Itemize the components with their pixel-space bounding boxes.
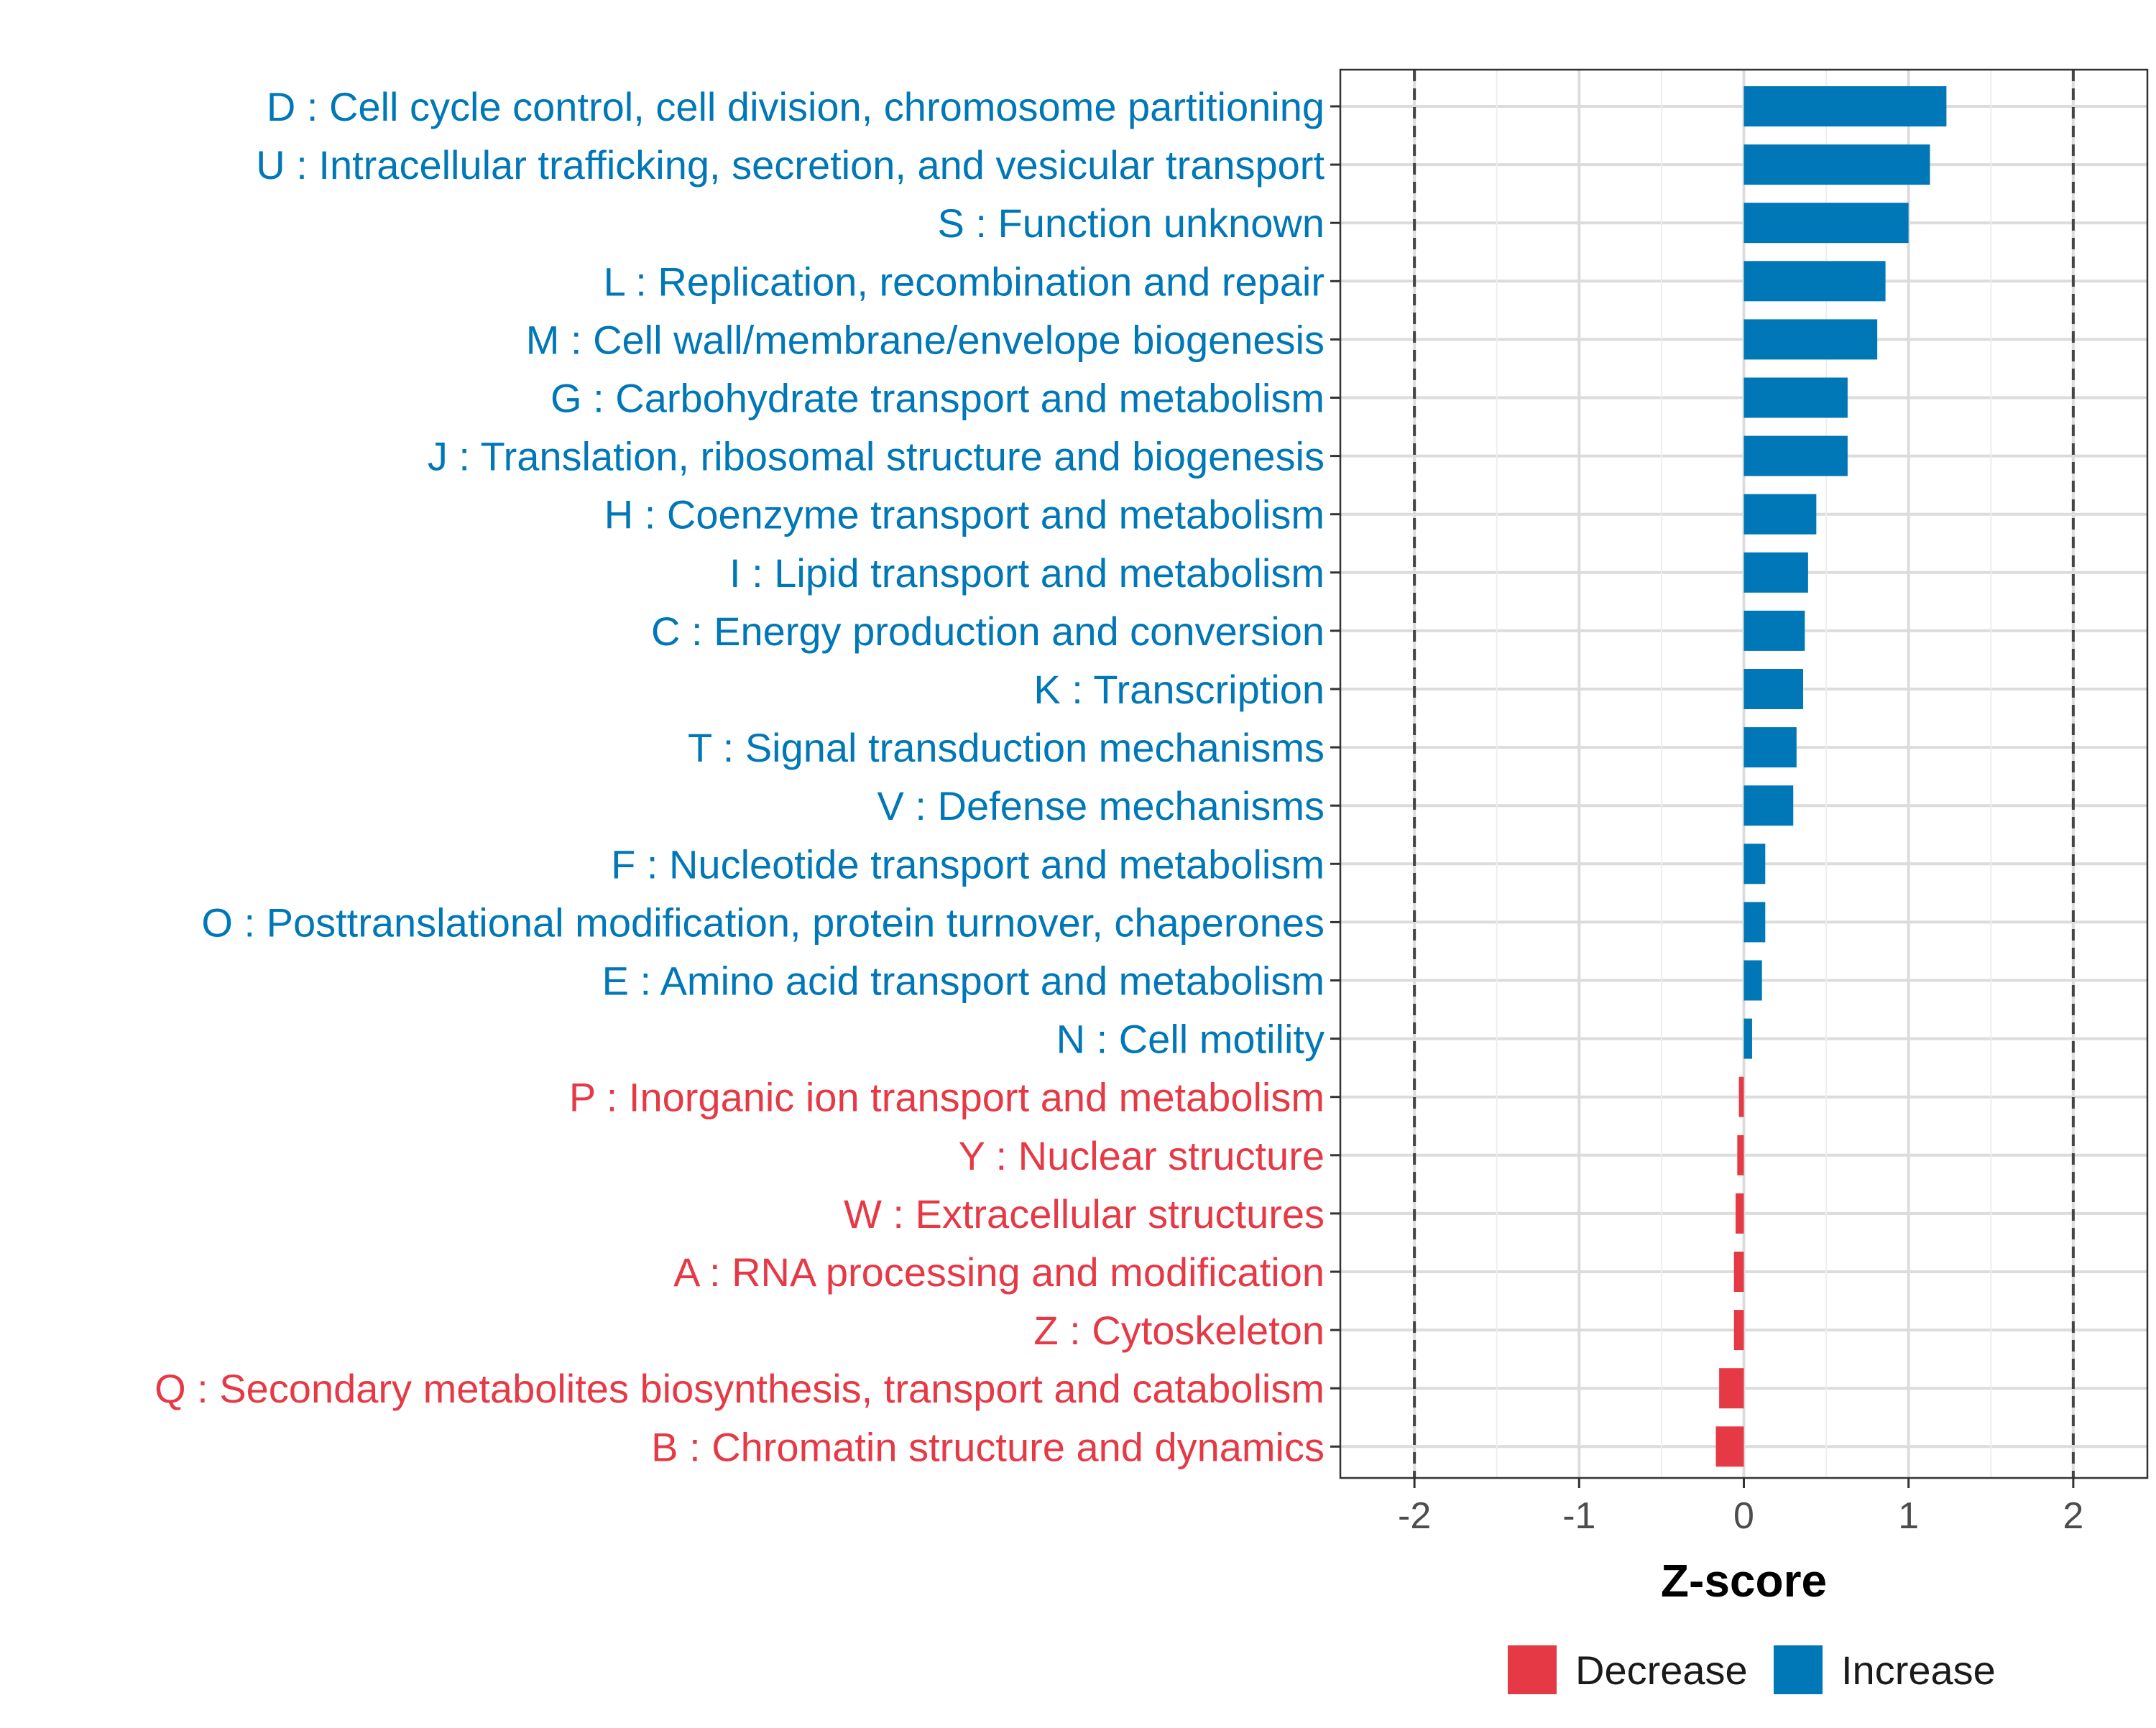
bar-decrease bbox=[1738, 1076, 1744, 1117]
reference-lines bbox=[1413, 70, 2075, 1478]
category-label: Y : Nuclear structure bbox=[959, 1133, 1325, 1178]
category-label: A : RNA processing and modification bbox=[673, 1249, 1325, 1295]
category-label: H : Coenzyme transport and metabolism bbox=[604, 492, 1325, 537]
bar-increase bbox=[1743, 494, 1817, 535]
category-label: O : Posttranslational modification, prot… bbox=[201, 900, 1325, 945]
bar-increase bbox=[1743, 86, 1947, 126]
category-label: K : Transcription bbox=[1033, 667, 1325, 712]
bar-increase bbox=[1743, 377, 1848, 418]
category-label: L : Replication, recombination and repai… bbox=[604, 259, 1325, 304]
legend-label: Decrease bbox=[1575, 1648, 1748, 1693]
category-label: S : Function unknown bbox=[937, 200, 1325, 246]
legend-key-decrease bbox=[1508, 1645, 1557, 1694]
bar-increase bbox=[1743, 902, 1766, 943]
bars bbox=[1715, 86, 1947, 1467]
bar-decrease bbox=[1733, 1310, 1744, 1351]
x-axis-ticks: -2 -1 0 1 2 bbox=[1398, 1478, 2083, 1537]
category-label: Q : Secondary metabolites biosynthesis, … bbox=[155, 1366, 1325, 1411]
category-label: B : Chromatin structure and dynamics bbox=[651, 1424, 1325, 1469]
y-axis-ticks bbox=[1330, 105, 1340, 1448]
x-tick-label: 1 bbox=[1898, 1495, 1919, 1537]
category-label: Z : Cytoskeleton bbox=[1033, 1308, 1325, 1353]
x-tick-label: 2 bbox=[2063, 1495, 2083, 1537]
bar-increase bbox=[1743, 727, 1797, 768]
legend-label: Increase bbox=[1841, 1648, 1996, 1693]
bar-increase bbox=[1743, 1018, 1752, 1059]
category-label: G : Carbohydrate transport and metabolis… bbox=[550, 376, 1325, 421]
bar-decrease bbox=[1719, 1368, 1744, 1409]
category-label: E : Amino acid transport and metabolism bbox=[602, 958, 1325, 1004]
bar-decrease bbox=[1715, 1426, 1744, 1467]
category-label: C : Energy production and conversion bbox=[651, 609, 1325, 654]
category-label: F : Nucleotide transport and metabolism bbox=[611, 841, 1325, 887]
category-label: V : Defense mechanisms bbox=[877, 783, 1325, 828]
bar-decrease bbox=[1733, 1252, 1744, 1292]
category-label: P : Inorganic ion transport and metaboli… bbox=[569, 1075, 1325, 1120]
x-tick-label: 0 bbox=[1733, 1495, 1754, 1537]
bar-increase bbox=[1743, 435, 1848, 476]
category-label: N : Cell motility bbox=[1056, 1017, 1325, 1062]
bar-increase bbox=[1743, 261, 1886, 302]
x-tick-label: -1 bbox=[1562, 1495, 1595, 1537]
legend-key-increase bbox=[1774, 1645, 1823, 1694]
category-label: W : Extracellular structures bbox=[844, 1191, 1325, 1237]
bar-increase bbox=[1743, 844, 1766, 884]
bar-increase bbox=[1743, 319, 1878, 360]
bar-increase bbox=[1743, 785, 1794, 826]
category-label: J : Translation, ribosomal structure and… bbox=[428, 434, 1325, 479]
legend: Decrease Increase bbox=[1508, 1645, 1996, 1694]
bar-increase bbox=[1743, 960, 1762, 1001]
bar-increase bbox=[1743, 610, 1805, 651]
bar-decrease bbox=[1736, 1193, 1744, 1234]
bar-increase bbox=[1743, 669, 1804, 709]
bar-decrease bbox=[1737, 1135, 1744, 1175]
category-label: D : Cell cycle control, cell division, c… bbox=[267, 84, 1325, 129]
bar-increase bbox=[1743, 203, 1909, 244]
bar-increase bbox=[1743, 552, 1808, 593]
category-label: M : Cell wall/membrane/envelope biogenes… bbox=[526, 317, 1325, 362]
category-label: U : Intracellular trafficking, secretion… bbox=[256, 142, 1325, 188]
x-tick-label: -2 bbox=[1398, 1495, 1431, 1537]
category-label: T : Signal transduction mechanisms bbox=[688, 725, 1325, 770]
category-label: I : Lipid transport and metabolism bbox=[729, 550, 1325, 596]
x-axis-title: Z-score bbox=[1661, 1555, 1827, 1607]
bar-increase bbox=[1743, 144, 1930, 185]
category-labels: D : Cell cycle control, cell division, c… bbox=[155, 84, 1325, 1469]
